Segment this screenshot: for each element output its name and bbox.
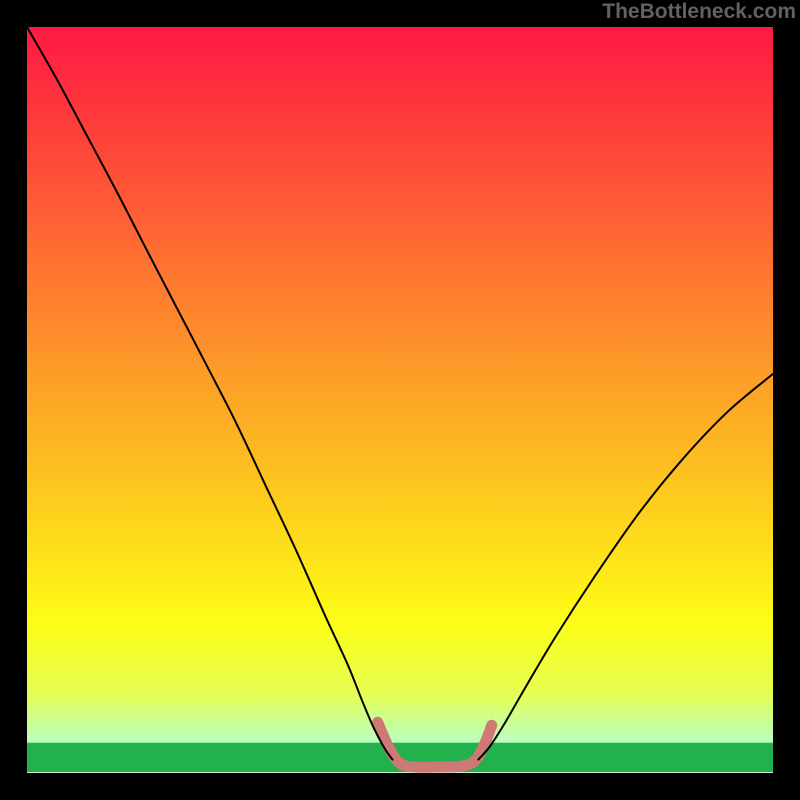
bottom-stripe: [27, 743, 773, 749]
bottom-stripe: [27, 708, 773, 714]
bottom-stripe: [27, 737, 773, 743]
outer-frame: TheBottleneck.com: [0, 0, 800, 800]
bottom-stripe: [27, 714, 773, 720]
watermark-text: TheBottleneck.com: [602, 0, 796, 24]
bottom-stripe: [27, 720, 773, 726]
bottom-stripe: [27, 725, 773, 731]
gradient-background: [27, 27, 773, 773]
bottom-stripe: [27, 731, 773, 737]
bottom-stripe: [27, 702, 773, 708]
bottleneck-chart: [27, 27, 773, 773]
bottom-stripe: [27, 749, 773, 755]
